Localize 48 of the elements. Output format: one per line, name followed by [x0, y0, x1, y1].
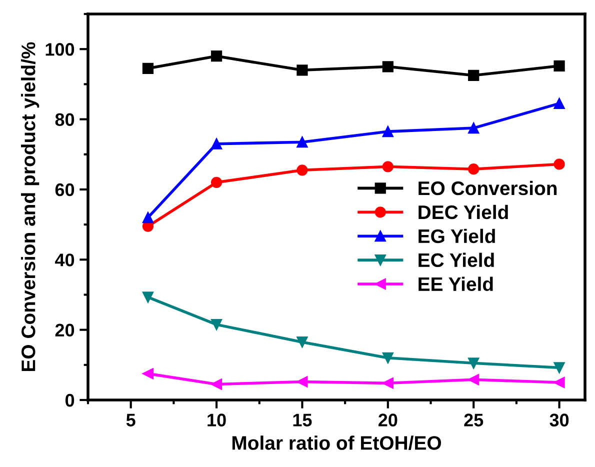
- point: [296, 136, 308, 148]
- y-tick-label: 40: [55, 254, 74, 266]
- point: [554, 362, 565, 374]
- x-tick-label: 25: [464, 414, 484, 426]
- point: [296, 336, 308, 348]
- y-tick-label: 80: [55, 113, 74, 126]
- point: [382, 61, 394, 72]
- point: [554, 98, 565, 110]
- x-axis-title: Molar ratio of EtOH/EO: [232, 436, 442, 450]
- x-tick-label: 5: [126, 414, 136, 426]
- point: [382, 378, 394, 389]
- y-tick-label: 0: [65, 394, 74, 407]
- point: [210, 138, 222, 150]
- point: [142, 368, 154, 380]
- point: [210, 50, 222, 62]
- x-tick-label: 10: [208, 414, 226, 426]
- point: [210, 319, 222, 330]
- point: [382, 161, 394, 172]
- point: [296, 164, 308, 176]
- legend-label: EE Yield: [418, 276, 493, 292]
- point: [210, 176, 222, 188]
- point: [468, 122, 480, 134]
- point: [142, 212, 154, 224]
- point: [210, 378, 222, 390]
- point: [296, 64, 308, 76]
- x-tick-label: 20: [378, 414, 398, 426]
- y-axis-title: EO Conversion and product yield/%: [21, 42, 40, 371]
- point: [142, 292, 154, 303]
- y-tick-label: 60: [55, 183, 74, 196]
- legend-label: EO Conversion: [418, 180, 557, 196]
- y-tick-label: 20: [55, 324, 74, 337]
- legend-label: EC Yield: [418, 252, 494, 268]
- point: [468, 358, 480, 369]
- point: [468, 164, 480, 175]
- point: [468, 374, 480, 386]
- point: [554, 60, 565, 72]
- x-tick-label: 15: [293, 414, 312, 426]
- point: [554, 376, 565, 388]
- point: [382, 126, 394, 138]
- legend-label: EG Yield: [418, 228, 495, 244]
- point: [554, 158, 565, 170]
- y-tick-label: 100: [46, 43, 74, 56]
- point: [142, 62, 154, 74]
- legend-label: DEC Yield: [418, 204, 508, 220]
- point: [468, 70, 480, 81]
- point: [296, 376, 308, 388]
- x-tick-label: 30: [550, 414, 569, 426]
- point: [382, 352, 394, 364]
